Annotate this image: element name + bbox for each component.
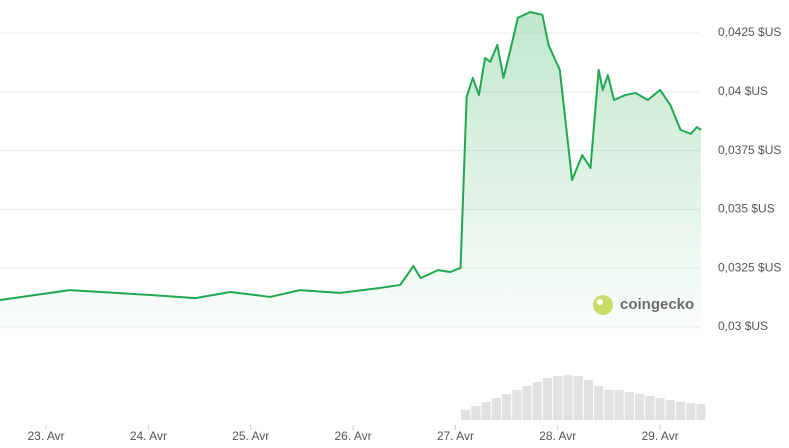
- volume-bar: [655, 398, 665, 420]
- y-tick-label: 0,04 $US: [718, 84, 768, 98]
- volume-bar: [594, 386, 604, 420]
- volume-bar: [675, 402, 686, 420]
- y-tick-label: 0,0425 $US: [718, 25, 781, 39]
- volume-bar: [481, 402, 491, 420]
- volume-bar: [532, 382, 542, 420]
- volume-bar: [522, 386, 532, 420]
- volume-bar: [604, 390, 614, 420]
- volume-bar: [542, 378, 553, 420]
- volume-bar: [471, 406, 481, 420]
- volume-bar: [686, 403, 696, 420]
- y-tick-label: 0,035 $US: [718, 202, 775, 216]
- watermark: coingecko: [593, 295, 694, 315]
- volume-bar: [634, 394, 645, 420]
- volume-bar: [645, 396, 655, 420]
- volume-bar: [614, 390, 624, 420]
- y-tick-label: 0,03 $US: [718, 319, 768, 333]
- x-tick-label: 27. Avr: [437, 429, 474, 443]
- volume-bar: [696, 404, 706, 420]
- price-line: [0, 11, 702, 301]
- watermark-icon: [593, 295, 613, 315]
- volume-bar: [563, 375, 573, 420]
- y-tick-label: 0,0375 $US: [718, 143, 781, 157]
- x-tick-label: 28. Avr: [539, 429, 576, 443]
- volume-bar: [461, 410, 471, 420]
- watermark-text: coingecko: [620, 296, 694, 313]
- volume-bar: [491, 398, 501, 420]
- volume-bar: [573, 376, 583, 420]
- price-area: [0, 12, 701, 330]
- volume-bar: [665, 400, 675, 420]
- x-tick-label: 29. Avr: [641, 429, 678, 443]
- y-tick-label: 0,0325 $US: [718, 260, 781, 274]
- volume-bar: [512, 390, 522, 420]
- x-tick-label: 26. Avr: [334, 429, 371, 443]
- volume-bar: [501, 394, 512, 420]
- watermark-icon-eye: [597, 299, 603, 305]
- volume-bar: [583, 380, 594, 420]
- volume-bar: [553, 376, 563, 420]
- x-tick-label: 24. Avr: [130, 429, 167, 443]
- volume-bar: [624, 392, 634, 420]
- x-tick-label: 25. Avr: [232, 429, 269, 443]
- x-tick-label: 23. Avr: [27, 429, 64, 443]
